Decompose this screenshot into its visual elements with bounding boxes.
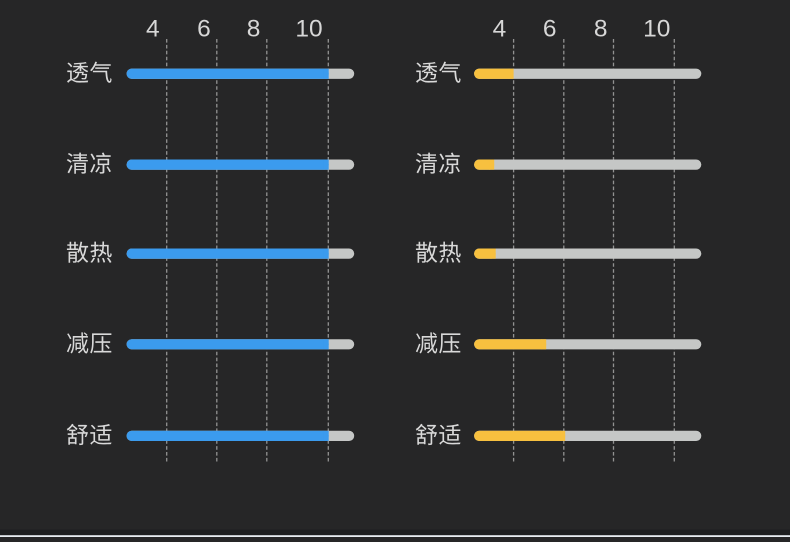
svg-text:10: 10: [643, 16, 670, 43]
svg-text:6: 6: [543, 16, 557, 43]
svg-text:8: 8: [594, 16, 608, 43]
svg-text:4: 4: [146, 16, 160, 43]
svg-text:6: 6: [197, 16, 211, 43]
svg-text:10: 10: [295, 16, 322, 43]
svg-text:4: 4: [493, 16, 507, 43]
svg-text:8: 8: [247, 16, 261, 43]
